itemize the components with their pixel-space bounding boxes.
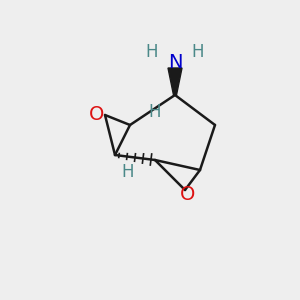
Text: H: H [192,43,204,61]
Text: H: H [149,103,161,121]
Polygon shape [168,68,182,95]
Text: O: O [89,106,105,124]
Text: H: H [146,43,158,61]
Text: N: N [168,52,182,71]
Text: O: O [180,185,196,205]
Text: H: H [122,163,134,181]
